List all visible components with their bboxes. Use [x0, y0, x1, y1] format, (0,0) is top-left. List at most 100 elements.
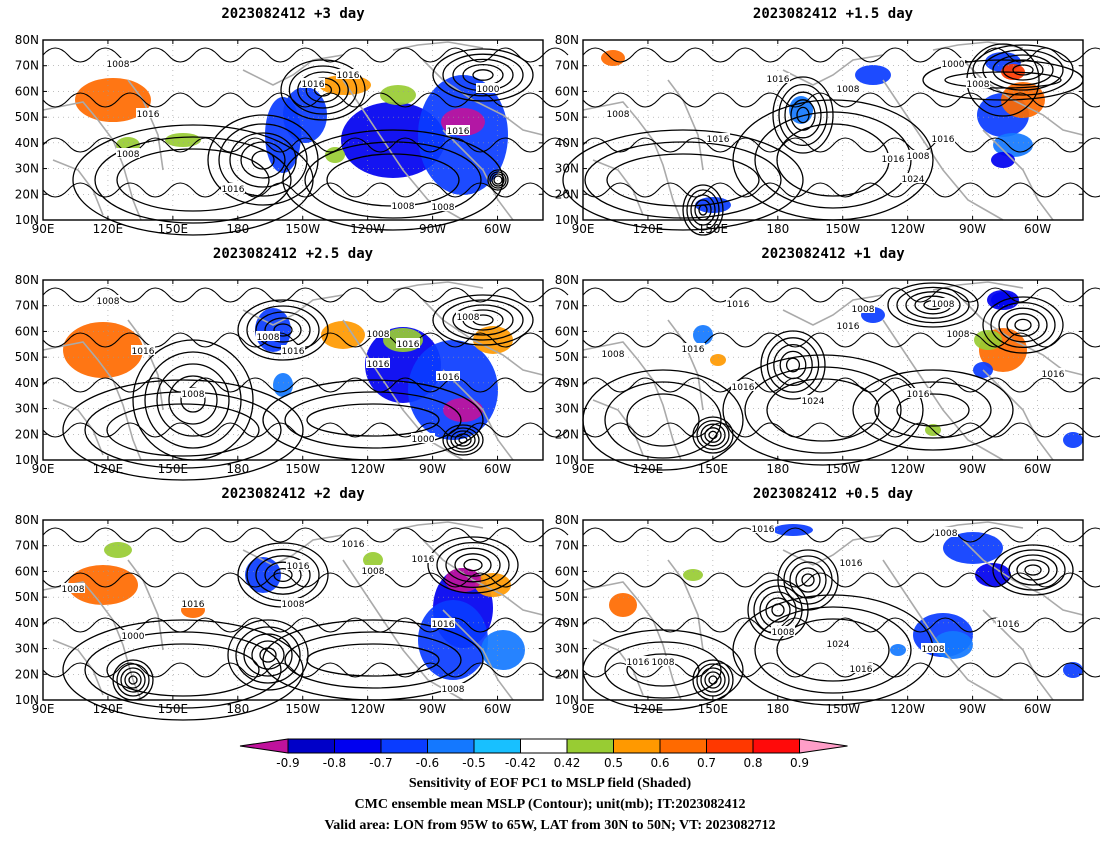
lon-tick-label: 90E: [572, 462, 595, 476]
lon-tick-label: 120W: [350, 702, 385, 716]
contour-label: 1016: [412, 555, 435, 565]
lat-tick-label: 80N: [15, 273, 39, 287]
map-panel-4: 1016 1008 1016 1008 1016 1016 1024 1008 1016 1016…: [555, 273, 1100, 476]
lon-tick-label: 150E: [698, 702, 729, 716]
colorbar-arrow-high: [799, 738, 848, 754]
lon-tick-label: 90E: [32, 462, 55, 476]
contour-label: 1016: [627, 658, 650, 668]
lat-tick-label: 50N: [15, 350, 39, 364]
contour-label: 1016: [132, 347, 155, 357]
lon-tick-label: 120E: [93, 462, 124, 476]
contour-label: 1016: [682, 345, 705, 355]
colorbar-label: -0.5: [462, 756, 485, 770]
colorbar-label: 0.6: [650, 756, 669, 770]
contour-label: 1008: [837, 85, 860, 95]
contour-label: 1008: [62, 585, 85, 595]
contour-label: 1024: [827, 640, 850, 650]
panel-title-6: 2023082412 +0.5 day: [752, 486, 914, 502]
colorbar: -0.9 -0.8 -0.7 -0.6 -0.5 -0.42 0.42 0.5 0.6 0.7 0.…: [239, 738, 848, 770]
contour-label: 1016: [837, 322, 860, 332]
contour-label: 1008: [442, 685, 465, 695]
lon-tick-label: 150W: [825, 222, 860, 236]
contour-label: 1016: [767, 75, 790, 85]
contour-label: 1016: [997, 620, 1020, 630]
lon-tick-label: 180: [226, 702, 249, 716]
lat-tick-label: 80N: [15, 33, 39, 47]
lon-tick-label: 90W: [959, 702, 986, 716]
contour-label: 1008: [392, 202, 415, 212]
contour-label: 1016: [447, 127, 470, 137]
contour-label: 1016: [882, 155, 905, 165]
lon-tick-label: 120W: [890, 462, 925, 476]
lat-tick-label: 40N: [15, 616, 39, 630]
lat-tick-label: 70N: [555, 539, 579, 553]
contour-label: 1016: [397, 340, 420, 350]
colorbar-box: [613, 738, 661, 754]
lat-tick-label: 40N: [15, 136, 39, 150]
contour-label: 1024: [902, 175, 925, 185]
contour-label: 1016: [907, 390, 930, 400]
lon-tick-label: 90E: [32, 222, 55, 236]
contour-label: 1008: [967, 80, 990, 90]
lat-tick-label: 20N: [555, 187, 579, 201]
colorbar-label: 0.9: [790, 756, 809, 770]
lon-tick-label: 90W: [959, 222, 986, 236]
colorbar-box: [473, 738, 521, 754]
panel-title-1: 2023082412 +3 day: [221, 6, 365, 22]
lat-tick-label: 20N: [15, 427, 39, 441]
lat-tick-label: 40N: [555, 136, 579, 150]
lat-tick-label: 80N: [555, 273, 579, 287]
lat-tick-label: 70N: [555, 59, 579, 73]
colorbar-label: 0.5: [604, 756, 623, 770]
contour-label: 1000: [122, 632, 145, 642]
lon-tick-label: 150W: [285, 702, 320, 716]
contour-label: 1008: [432, 203, 455, 213]
lon-tick-label: 90W: [419, 462, 446, 476]
contour-label: 1016: [727, 300, 750, 310]
lat-tick-label: 60N: [15, 564, 39, 578]
lat-tick-label: 50N: [555, 350, 579, 364]
contour-label: 1016: [707, 135, 730, 145]
contour-label: 1016: [282, 347, 305, 357]
caption-line-2: CMC ensemble mean MSLP (Contour); unit(m…: [354, 797, 746, 812]
contour-label: 1000: [942, 60, 965, 70]
lon-tick-label: 180: [766, 702, 789, 716]
lat-tick-label: 40N: [555, 616, 579, 630]
contour-label: 1008: [282, 600, 305, 610]
panel-title-4: 2023082412 +1 day: [761, 246, 905, 262]
lat-tick-label: 10N: [555, 213, 579, 227]
lon-tick-label: 120E: [633, 702, 664, 716]
contour-label: 1016: [437, 373, 460, 383]
lat-tick-label: 60N: [15, 84, 39, 98]
colorbar-label: -0.6: [416, 756, 439, 770]
lat-tick-label: 50N: [555, 590, 579, 604]
lat-tick-label: 10N: [15, 213, 39, 227]
contour-label: 1008: [852, 305, 875, 315]
lat-tick-label: 70N: [15, 539, 39, 553]
lon-tick-label: 90W: [419, 702, 446, 716]
lon-tick-label: 180: [226, 222, 249, 236]
contour-label: 1000: [412, 435, 435, 445]
colorbar-box: [287, 738, 335, 754]
lat-tick-label: 20N: [15, 187, 39, 201]
contour-label: 1016: [932, 135, 955, 145]
lat-tick-label: 30N: [555, 162, 579, 176]
colorbar-label: 0.42: [554, 756, 581, 770]
map-panel-2: 1016100810161008101610241000100810161008…: [555, 33, 1100, 236]
lat-tick-label: 20N: [15, 667, 39, 681]
lat-tick-label: 80N: [555, 33, 579, 47]
colorbar-box: [566, 738, 614, 754]
map-panel-3: 1008101610081016100810161016100810161000…: [15, 273, 569, 481]
colorbar-label: -0.8: [323, 756, 346, 770]
colorbar-box: [380, 738, 428, 754]
contour-label: 1016: [137, 110, 160, 120]
contour-label: 1016: [840, 559, 863, 569]
lat-tick-label: 60N: [555, 324, 579, 338]
lon-tick-label: 90E: [572, 702, 595, 716]
lat-tick-label: 50N: [15, 110, 39, 124]
contour-label: 1008: [652, 658, 675, 668]
colorbar-box: [752, 738, 800, 754]
lat-tick-label: 50N: [555, 110, 579, 124]
lat-tick-label: 30N: [15, 402, 39, 416]
lon-tick-label: 120E: [633, 222, 664, 236]
